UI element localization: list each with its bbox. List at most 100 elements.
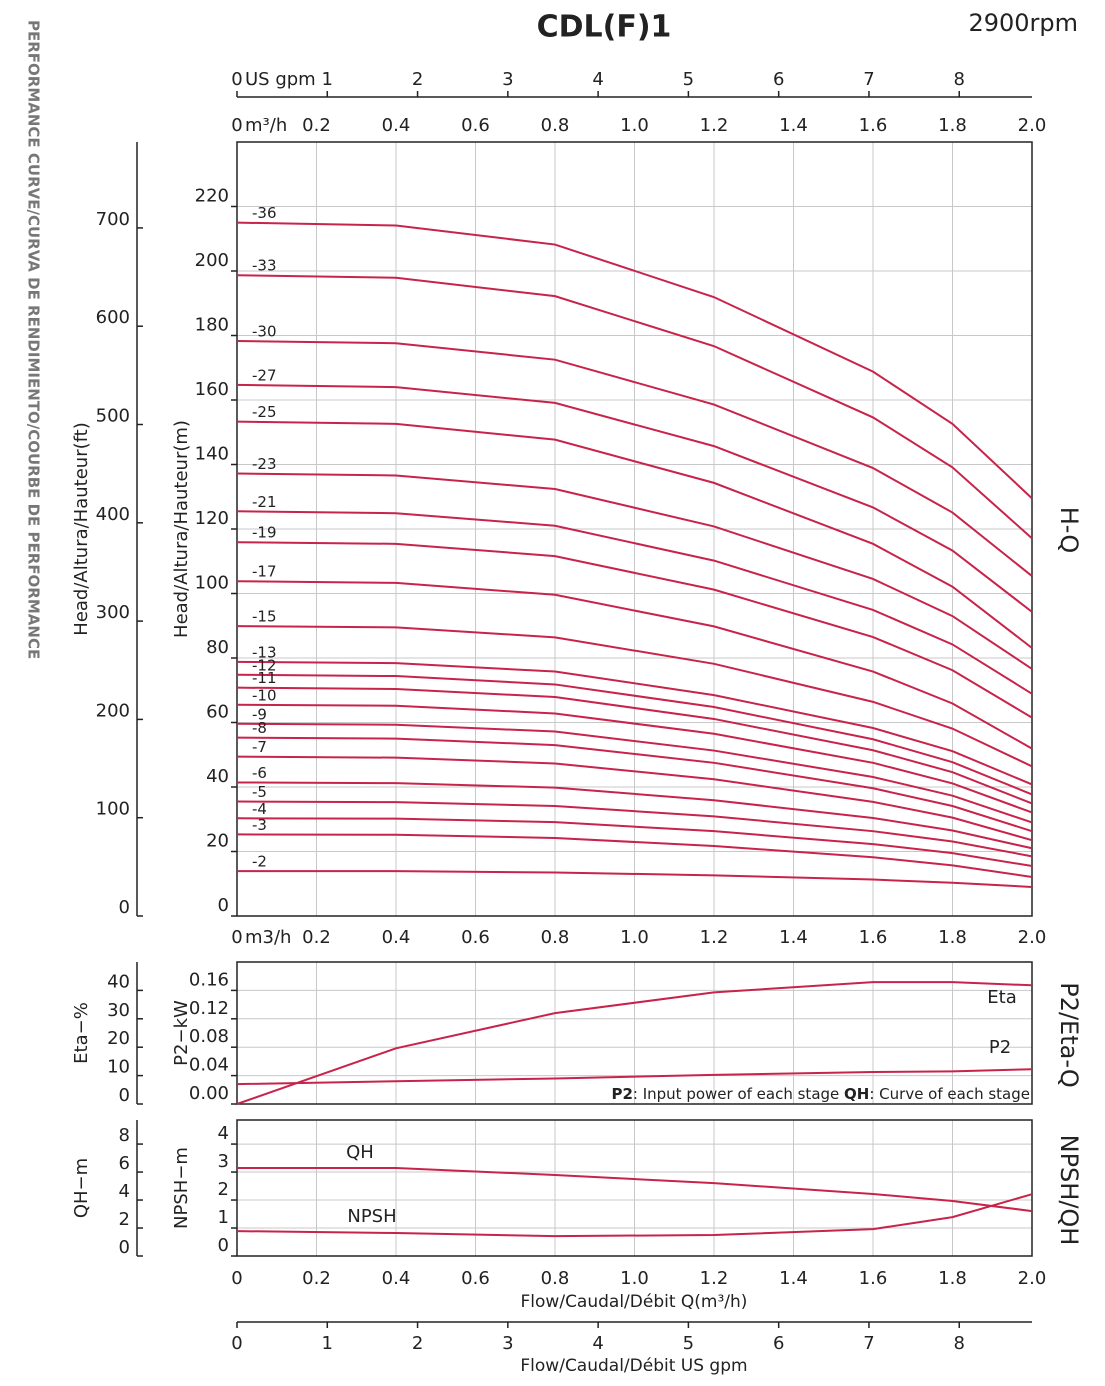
series-line [236, 833, 1033, 878]
y2-tick-label: 10 [107, 1057, 130, 1078]
y-tick-label: 3 [218, 1151, 229, 1172]
series-line [236, 472, 1033, 670]
series-label: -3 [252, 816, 267, 834]
x2-tick-label: 4 [592, 69, 603, 90]
y-tick-label: 220 [195, 186, 229, 207]
series-line [236, 1068, 1033, 1086]
x-tick-label: 1.6 [859, 1268, 888, 1289]
x-tick-label: 0.4 [382, 1268, 411, 1289]
side-label: P2/Eta-Q [1055, 982, 1083, 1088]
series-line [236, 383, 1033, 613]
y-tick-label: 0 [218, 1235, 229, 1256]
chart-subtitle: 2900rpm [968, 9, 1078, 37]
series-label: -12 [252, 656, 277, 674]
y2-tick-label: 300 [96, 602, 130, 623]
x-tick-label: 1.8 [938, 1268, 967, 1289]
y-tick-label: 0.04 [189, 1055, 229, 1076]
y-tick-label: 140 [195, 444, 229, 465]
series-line [236, 736, 1033, 833]
x-tick-label: 1.2 [700, 927, 729, 948]
y2-tick-label: 100 [96, 799, 130, 820]
x2-tick-label: 8 [954, 69, 965, 90]
plot-frame [236, 141, 1033, 917]
note-part: QH [844, 1085, 869, 1103]
y-tick-label: 120 [195, 508, 229, 529]
series-line [236, 625, 1033, 768]
x-tick-label: 1.8 [938, 115, 967, 136]
x-tick-label: 1.6 [859, 115, 888, 136]
x-tick-label: 1.0 [620, 1268, 649, 1289]
chart-title: CDL(F)1 [537, 10, 672, 45]
x-unit: m3/h [245, 927, 291, 948]
side-label: H-Q [1055, 507, 1083, 553]
x-tick-label: 1.4 [779, 115, 808, 136]
series-line [236, 800, 1033, 858]
x2-axis-label: Flow/Caudal/Débit US gpm [520, 1356, 747, 1376]
y-tick-label: 0.16 [189, 969, 229, 990]
page-label: PERFORMANCE CURVE/CURVA DE RENDIMIENTO/C… [25, 20, 43, 659]
x2-tick-label: 4 [592, 1333, 603, 1354]
y2-axis-label: Head/Altura/Hauteur(ft) [71, 422, 92, 635]
series-label: -13 [252, 643, 277, 661]
y-tick-label: 60 [206, 702, 229, 723]
series-label: P2 [989, 1037, 1011, 1058]
series-line [236, 510, 1033, 695]
y2-tick-label: 500 [96, 406, 130, 427]
y-axis-label: P2−kW [171, 1000, 192, 1066]
x-tick-label: 0.6 [461, 927, 490, 948]
y2-tick-label: 0 [119, 897, 130, 918]
series-line [236, 703, 1033, 814]
x-tick-label: 1.8 [938, 927, 967, 948]
y-tick-label: 80 [206, 637, 229, 658]
y-tick-label: 160 [195, 379, 229, 400]
series-line [236, 673, 1033, 796]
plot-frame [236, 1119, 1033, 1257]
y-tick-label: 100 [195, 573, 229, 594]
y2-tick-label: 0 [119, 1085, 130, 1106]
x-tick-label: 0 [231, 115, 242, 136]
series-line [236, 817, 1033, 868]
x-tick-label: 0.4 [382, 115, 411, 136]
series-label: -23 [252, 455, 277, 473]
y-tick-label: 20 [206, 831, 229, 852]
series-label: -9 [252, 705, 267, 723]
y2-tick-label: 40 [107, 971, 130, 992]
x2-tick-label: 1 [322, 1333, 333, 1354]
series-line [237, 1166, 1033, 1213]
x2-tick-label: 1 [322, 69, 333, 90]
y2-tick-label: 0 [119, 1237, 130, 1258]
y2-tick-label: 20 [107, 1028, 130, 1049]
x2-unit: US gpm [245, 69, 316, 90]
x2-tick-label: 0 [231, 1333, 242, 1354]
note-part: : Input power of each stage [633, 1085, 844, 1103]
series-label: -11 [252, 669, 277, 687]
series-label: -10 [252, 686, 277, 704]
series-line [237, 870, 1033, 888]
series-line [236, 274, 1033, 540]
x-tick-label: 0 [231, 927, 242, 948]
x-tick-label: 0 [231, 1268, 242, 1289]
series-label: Eta [987, 987, 1016, 1008]
series-label: -5 [252, 783, 267, 801]
series-label: -2 [252, 853, 267, 871]
series-label: -15 [252, 608, 277, 626]
x-tick-label: 0.2 [302, 115, 331, 136]
series-label: -8 [252, 719, 267, 737]
series-label: -19 [252, 524, 277, 542]
series-line [236, 722, 1033, 824]
y2-tick-label: 2 [119, 1209, 130, 1230]
series-label: -7 [252, 738, 267, 756]
y2-tick-label: 4 [119, 1181, 130, 1202]
y-axis-label: NPSH−m [171, 1147, 192, 1229]
x2-tick-label: 6 [773, 69, 784, 90]
x-tick-label: 0.6 [461, 115, 490, 136]
y2-axis-label: QH−m [71, 1158, 92, 1218]
x2-tick-label: 2 [412, 69, 423, 90]
x2-tick-label: 7 [863, 1333, 874, 1354]
y2-tick-label: 30 [107, 1000, 130, 1021]
series-line [236, 660, 1033, 786]
x2-tick-label: 3 [502, 1333, 513, 1354]
y2-axis-label: Eta−% [71, 1002, 92, 1064]
series-label: -36 [252, 204, 277, 222]
